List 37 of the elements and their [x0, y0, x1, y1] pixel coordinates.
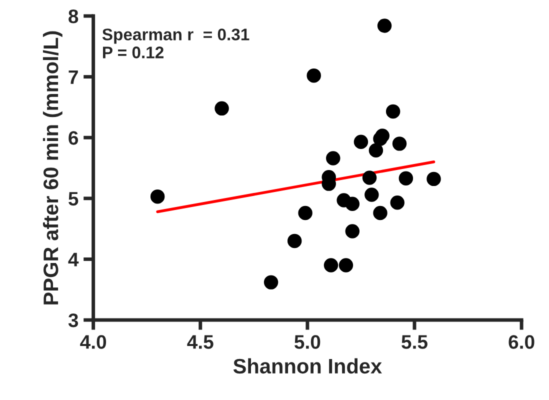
point — [373, 206, 388, 220]
point — [150, 189, 165, 204]
point — [386, 104, 400, 119]
point — [345, 196, 360, 211]
y-axis-title: PPGR after 60 min (mmol/L) — [42, 31, 62, 304]
point — [373, 132, 388, 146]
x-tick-label: 5.0 — [294, 335, 320, 349]
y-tick-label: 3 — [68, 313, 78, 328]
point — [377, 18, 392, 33]
point — [354, 134, 368, 149]
point — [362, 170, 377, 185]
point — [398, 171, 414, 186]
point — [306, 68, 321, 83]
x-tick-label: 5.5 — [402, 335, 428, 349]
x-axis-title: Shannon Index — [233, 358, 382, 374]
point — [390, 196, 404, 210]
y-tick-label: 8 — [68, 9, 78, 24]
point — [345, 224, 360, 238]
x-tick-label: 6.0 — [508, 335, 534, 349]
y-tick-label: 6 — [68, 131, 78, 145]
point — [214, 101, 229, 116]
point — [364, 188, 379, 202]
point — [338, 258, 354, 272]
point — [264, 275, 278, 290]
point — [324, 258, 338, 272]
x-tick-label: 4.5 — [187, 335, 214, 349]
point — [298, 206, 312, 220]
y-tick-label: 5 — [68, 192, 78, 206]
point — [392, 136, 407, 151]
y-tick-label: 4 — [68, 252, 79, 266]
point — [426, 172, 441, 186]
point — [326, 151, 340, 166]
point — [368, 143, 384, 158]
x-tick-label: 4.0 — [80, 335, 106, 349]
annotation: Spearman r = 0.31 P = 0.12 — [102, 28, 250, 58]
point — [287, 234, 302, 248]
y-tick-label: 7 — [68, 70, 78, 84]
